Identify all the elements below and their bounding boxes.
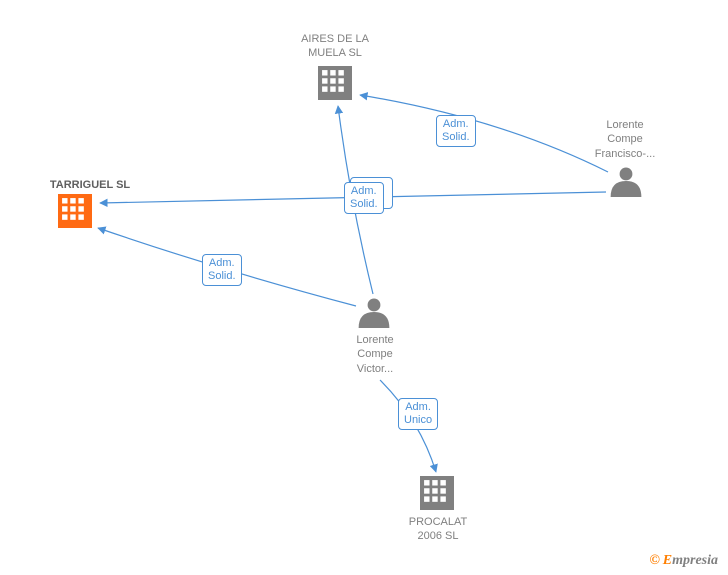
node-label-procalat: PROCALAT 2006 SL (398, 515, 478, 544)
building-icon-procalat (420, 476, 454, 510)
building-icon-tarriguel (58, 194, 92, 228)
copyright-signature: © Empresia (650, 553, 718, 569)
copyright-symbol: © (650, 553, 660, 568)
node-label-lorente-f: Lorente Compe Francisco-... (580, 118, 670, 161)
node-label-aires: AIRES DE LA MUELA SL (290, 32, 380, 61)
person-icon-lorente_v (359, 299, 390, 328)
node-label-tarriguel: TARRIGUEL SL (30, 178, 150, 192)
brand-name: Empresia (663, 553, 718, 568)
edge-e1 (360, 95, 608, 172)
diagram-canvas (0, 0, 728, 575)
edge-label-e2: Adm. Solid. (344, 182, 384, 214)
person-icon-lorente_f (611, 168, 642, 197)
edge-label-e4: Adm. Solid. (202, 254, 242, 286)
edge-label-e5: Adm. Unico (398, 398, 438, 430)
edge-label-e1: Adm. Solid. (436, 115, 476, 147)
building-icon-aires (318, 66, 352, 100)
node-label-lorente-v: Lorente Compe Victor... (340, 333, 410, 376)
